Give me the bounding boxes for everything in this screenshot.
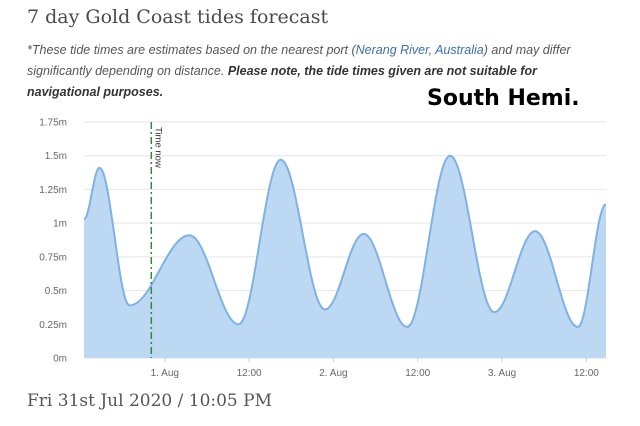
tide-point <box>279 158 283 162</box>
disclaimer-note: *These tide times are estimates based on… <box>27 40 607 103</box>
tide-point <box>492 310 496 314</box>
tide-point <box>97 166 101 170</box>
x-axis: 1. Aug 12:00 2. Aug 12:00 3. Aug 12:00 <box>151 358 599 379</box>
current-datetime: Fri 31st Jul 2020 / 10:05 PM <box>27 391 272 411</box>
y-tick-label: 0m <box>53 354 67 365</box>
y-tick-label: 0.25m <box>39 320 67 331</box>
page-title: 7 day Gold Coast tides forecast <box>27 6 329 28</box>
disclaimer-text: *These tide times are estimates based on… <box>27 43 356 57</box>
hemisphere-annotation: South Hemi. <box>427 86 580 111</box>
x-tick-label: 12:00 <box>237 368 262 379</box>
x-tick-label: 2. Aug <box>319 368 347 379</box>
tide-point <box>82 217 86 221</box>
tide-point <box>323 307 327 311</box>
disclaimer-text-continued: ) and may differ significantly depending… <box>27 43 571 78</box>
y-tick-label: 0.5m <box>45 286 67 297</box>
tide-point <box>362 232 366 236</box>
x-tick-label: 3. Aug <box>488 368 516 379</box>
x-tick-label: 12:00 <box>405 368 430 379</box>
tide-point <box>604 202 608 206</box>
navigational-warning: Please note, the tide times given are no… <box>27 64 537 99</box>
x-tick-label: 12:00 <box>574 368 599 379</box>
tide-point <box>533 229 537 233</box>
y-tick-label: 1m <box>53 219 67 230</box>
tide-line <box>83 154 607 329</box>
y-axis: 0m 0.25m 0.5m 0.75m 1m 1.25m 1.5m 1.75m <box>39 118 67 365</box>
y-tick-label: 1.75m <box>39 118 67 129</box>
tide-point <box>448 154 452 158</box>
tide-area <box>84 155 606 358</box>
tide-point <box>187 233 191 237</box>
time-now-marker: Time now <box>150 122 163 358</box>
tide-point <box>237 322 241 326</box>
x-tick-label: 1. Aug <box>151 368 179 379</box>
y-tick-label: 0.75m <box>39 252 67 263</box>
y-tick-label: 1.25m <box>39 185 67 196</box>
tide-point <box>405 325 409 329</box>
port-link[interactable]: Nerang River, Australia <box>355 43 484 57</box>
tide-point <box>576 325 580 329</box>
tide-point <box>128 303 132 307</box>
y-tick-label: 1.5m <box>45 151 67 162</box>
time-now-label: Time now <box>152 127 163 168</box>
